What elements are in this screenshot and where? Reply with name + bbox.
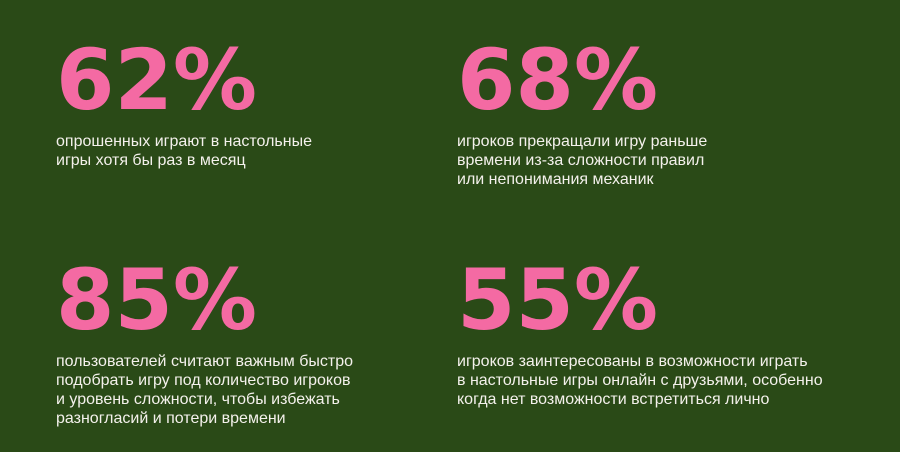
stat-value: 55% [457,251,659,349]
stat-description: опрошенных играют в настольные игры хотя… [56,133,312,169]
stat-value: 85% [56,251,258,349]
stat-description: игроков заинтересованы в возможности игр… [457,353,823,408]
stat-description: игроков прекращали игру раньше времени и… [457,133,708,188]
stat-value: 62% [56,31,258,129]
stat-card-1: 62% опрошенных играют в настольные игры … [56,32,456,170]
stat-card-4: 55% игроков заинтересованы в возможности… [457,252,857,409]
stat-value: 68% [457,31,659,129]
stat-card-2: 68% игроков прекращали игру раньше време… [457,32,857,189]
stat-description: пользователей считают важным быстро подо… [56,353,353,427]
stat-card-3: 85% пользователей считают важным быстро … [56,252,456,428]
